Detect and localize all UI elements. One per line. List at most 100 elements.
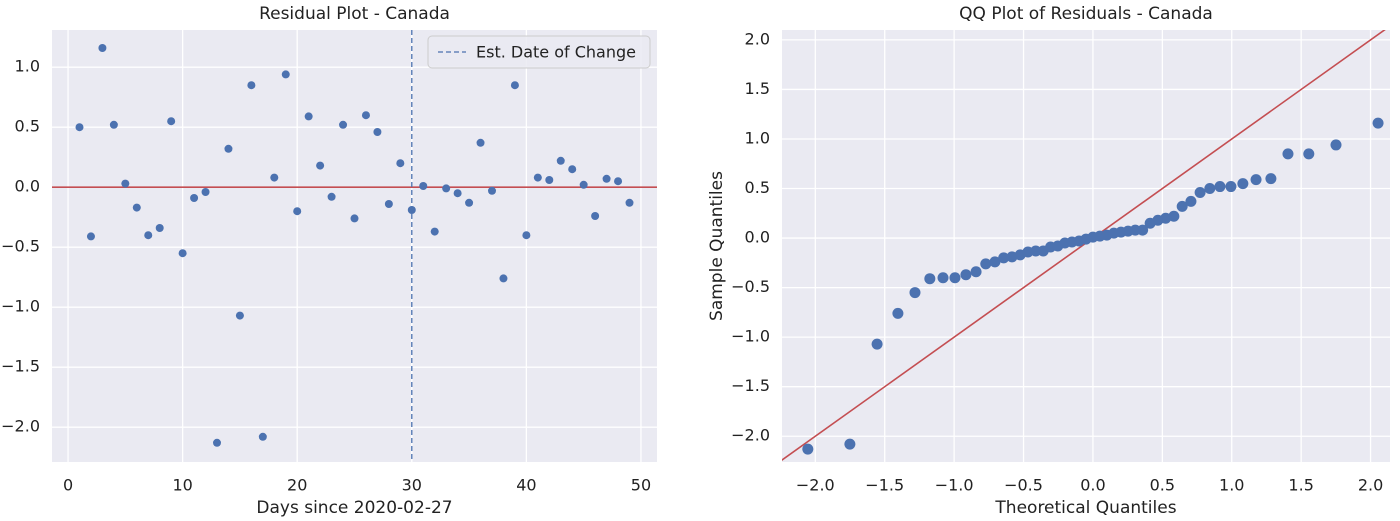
y-tick-label: −1.0 <box>731 327 770 346</box>
y-tick-label: 1.0 <box>745 128 770 147</box>
data-point <box>1176 200 1188 212</box>
data-point <box>960 269 972 281</box>
x-tick-label: 0 <box>63 476 73 495</box>
y-tick-label: −1.0 <box>1 297 40 316</box>
data-point <box>327 192 336 201</box>
data-point <box>579 180 588 189</box>
data-point <box>258 432 267 441</box>
data-point <box>247 81 256 90</box>
plot-area <box>782 30 1390 462</box>
data-point <box>871 338 883 350</box>
data-point <box>924 273 936 285</box>
data-point <box>190 194 199 202</box>
data-point <box>1237 178 1249 190</box>
data-point <box>533 173 542 182</box>
data-point <box>235 311 244 320</box>
data-point <box>293 207 302 216</box>
data-point <box>1303 148 1315 160</box>
plot-area <box>52 30 657 462</box>
data-point <box>1330 139 1342 151</box>
data-point <box>522 231 531 240</box>
data-point <box>224 144 233 153</box>
data-point <box>476 138 485 147</box>
data-point <box>75 123 84 132</box>
data-point <box>1204 183 1216 195</box>
data-point <box>155 224 164 232</box>
data-point <box>281 70 290 79</box>
y-tick-label: −0.5 <box>731 277 770 296</box>
x-tick-label: 0.0 <box>1080 476 1105 495</box>
data-point <box>350 214 359 223</box>
data-point <box>86 232 95 241</box>
data-point <box>453 189 462 198</box>
data-point <box>556 156 565 165</box>
y-axis-label: Sample Quantiles <box>707 171 727 321</box>
data-point <box>1137 224 1149 236</box>
x-tick-label: −0.5 <box>1004 476 1043 495</box>
data-point <box>178 249 187 258</box>
data-point <box>980 258 992 270</box>
data-point <box>144 231 153 240</box>
y-tick-label: −2.0 <box>731 426 770 445</box>
data-point <box>373 128 382 136</box>
data-point <box>568 165 577 174</box>
y-tick-label: 2.0 <box>745 29 770 48</box>
data-point <box>802 443 814 455</box>
data-point <box>602 174 611 183</box>
y-tick-label: 1.5 <box>745 79 770 98</box>
y-tick-label: 0.0 <box>745 228 770 247</box>
data-point <box>970 266 982 278</box>
data-point <box>201 188 210 196</box>
chart-title: QQ Plot of Residuals - Canada <box>959 4 1213 24</box>
x-tick-label: 1.0 <box>1219 476 1244 495</box>
x-tick-label: 30 <box>402 476 422 495</box>
plot-content <box>782 30 1390 462</box>
data-point <box>1250 174 1262 186</box>
y-tick-label: 0.0 <box>15 177 40 196</box>
y-tick-label: −2.0 <box>1 417 40 436</box>
x-axis-label: Days since 2020-02-27 <box>256 498 452 518</box>
data-point <box>1214 181 1226 193</box>
x-tick-label: 1.5 <box>1288 476 1313 495</box>
x-tick-label: 50 <box>631 476 651 495</box>
data-point <box>132 203 141 212</box>
data-point <box>465 198 474 207</box>
y-tick-label: −1.5 <box>731 376 770 395</box>
data-point <box>614 177 623 186</box>
legend-box <box>427 35 651 69</box>
data-point <box>1194 186 1206 198</box>
data-point <box>1168 210 1180 222</box>
reference-line <box>782 30 1386 462</box>
data-point <box>316 161 325 170</box>
data-point <box>949 272 961 284</box>
x-tick-label: 0.5 <box>1150 476 1175 495</box>
data-point <box>430 227 439 236</box>
x-tick-label: 10 <box>172 476 192 495</box>
legend-label: Est. Date of Change <box>476 43 636 62</box>
data-point <box>625 198 634 207</box>
data-point <box>488 186 496 195</box>
data-point <box>407 206 416 214</box>
x-tick-label: 40 <box>516 476 536 495</box>
x-tick-label: −2.0 <box>796 476 835 495</box>
data-point <box>998 252 1010 264</box>
data-point <box>989 256 1001 268</box>
y-tick-label: 0.5 <box>745 178 770 197</box>
data-point <box>361 111 370 120</box>
x-tick-label: 20 <box>287 476 307 495</box>
data-point <box>339 120 348 129</box>
data-point <box>442 184 451 193</box>
data-point <box>419 182 428 190</box>
data-point <box>937 272 949 284</box>
x-tick-label: −1.0 <box>935 476 974 495</box>
data-point <box>1185 195 1197 207</box>
y-tick-label: 0.5 <box>15 117 40 136</box>
data-point <box>844 438 856 450</box>
y-tick-label: −1.5 <box>1 357 40 376</box>
data-point <box>396 159 405 168</box>
data-point <box>304 112 313 121</box>
data-point <box>270 173 279 182</box>
data-point <box>98 44 107 52</box>
data-point <box>909 287 921 299</box>
